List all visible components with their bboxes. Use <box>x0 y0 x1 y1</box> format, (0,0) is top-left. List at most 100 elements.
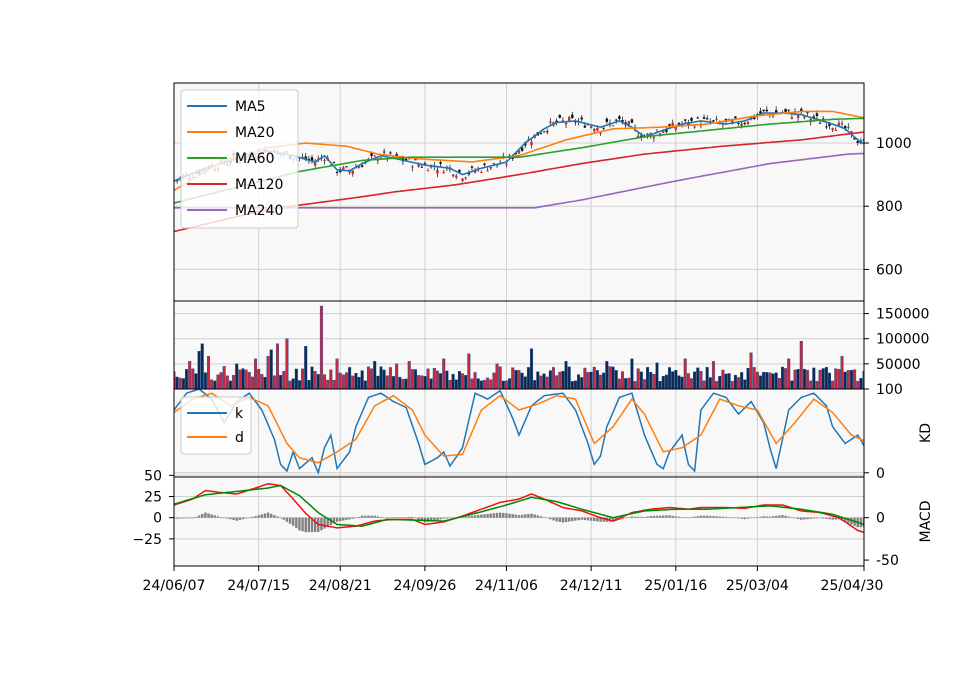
volume-bar <box>241 368 245 389</box>
volume-bar <box>520 372 524 389</box>
macd-histogram-bar <box>229 517 232 520</box>
macd-histogram-bar <box>684 517 687 518</box>
volume-bar <box>341 374 345 389</box>
candle-body <box>317 158 320 160</box>
volume-bar <box>614 370 618 389</box>
macd-histogram-bar <box>762 516 765 518</box>
candle-body <box>332 161 336 163</box>
volume-bar <box>831 380 835 389</box>
volume-bar <box>642 379 646 389</box>
price-y-tick-label: 1000 <box>876 136 912 152</box>
volume-bar <box>677 375 681 389</box>
volume-bar <box>238 369 242 389</box>
macd-histogram-bar <box>207 513 210 518</box>
macd-histogram-bar <box>279 517 282 519</box>
macd-y-tick-label-right: 0 <box>876 511 885 527</box>
volume-bar <box>429 378 433 389</box>
kd-axis-label: KD <box>918 423 934 443</box>
volume-y-tick-label: 50000 <box>876 357 921 373</box>
legend-label-ma20: MA20 <box>235 125 274 141</box>
macd-histogram-bar <box>489 513 492 518</box>
macd-histogram-bar <box>301 517 304 532</box>
candle-body <box>455 175 458 178</box>
volume-bar <box>671 371 675 389</box>
candle-body <box>313 162 317 166</box>
volume-bar <box>784 368 788 389</box>
macd-histogram-bar <box>743 517 747 520</box>
volume-bar <box>859 377 863 389</box>
macd-histogram-bar <box>226 517 229 519</box>
candle-body <box>818 122 822 124</box>
candle-body <box>652 137 656 139</box>
candle-body <box>580 117 583 120</box>
volume-bar <box>586 372 590 389</box>
volume-bar <box>285 338 289 389</box>
candle-body <box>803 115 806 118</box>
candle-body <box>790 117 794 119</box>
volume-bar <box>448 380 452 389</box>
volume-bar <box>564 361 568 389</box>
macd-y-tick-label-left: 50 <box>144 468 162 484</box>
volume-bar <box>316 374 320 389</box>
macd-histogram-bar <box>461 517 464 518</box>
volume-bar <box>649 372 653 389</box>
macd-histogram-bar <box>633 516 637 518</box>
macd-histogram-bar <box>690 517 693 518</box>
volume-bar <box>476 378 480 389</box>
volume-bar <box>250 376 254 389</box>
candle-body <box>690 117 693 121</box>
macd-histogram-bar <box>771 516 775 518</box>
volume-bar <box>542 373 546 389</box>
volume-bar <box>686 373 690 389</box>
x-tick-label: 24/07/15 <box>227 578 290 594</box>
macd-histogram-bar <box>332 517 336 524</box>
candle-body <box>596 127 599 131</box>
volume-bar <box>404 378 408 389</box>
volume-bar <box>533 380 537 389</box>
candle-body <box>414 159 417 161</box>
macd-histogram-bar <box>357 516 361 518</box>
candle-body <box>771 115 775 117</box>
macd-histogram-bar <box>511 514 514 518</box>
macd-histogram-bar <box>201 514 204 518</box>
volume-bar <box>837 369 841 389</box>
volume-bar <box>611 366 615 389</box>
candle-body <box>458 169 461 173</box>
volume-bar <box>526 367 530 389</box>
volume-bar <box>379 366 383 389</box>
macd-histogram-bar <box>589 517 593 521</box>
candle-body <box>561 120 565 122</box>
volume-bar <box>489 379 493 389</box>
macd-histogram-bar <box>342 517 345 521</box>
candle-body <box>301 156 304 158</box>
volume-bar <box>702 380 706 389</box>
macd-histogram-bar <box>712 516 715 518</box>
volume-bar <box>599 374 603 389</box>
volume-bar <box>658 381 662 389</box>
candle-body <box>618 116 621 119</box>
macd-histogram-bar <box>862 517 864 528</box>
volume-bar <box>417 375 421 389</box>
volume-bar <box>420 375 424 389</box>
candle-body <box>520 147 524 151</box>
candle-body <box>636 135 640 138</box>
candle-body <box>436 169 439 174</box>
macd-histogram-bar <box>643 517 646 518</box>
volume-bar <box>680 376 684 389</box>
macd-histogram-bar <box>392 517 395 518</box>
macd-histogram-bar <box>564 517 568 523</box>
candle-body <box>342 167 345 170</box>
volume-bar <box>824 367 828 389</box>
volume-bar <box>398 376 402 389</box>
macd-histogram-bar <box>273 515 276 518</box>
macd-histogram-bar <box>756 517 759 518</box>
volume-bar <box>464 375 468 389</box>
macd-histogram-bar <box>774 515 778 518</box>
macd-histogram-bar <box>765 516 768 518</box>
macd-histogram-bar <box>699 515 703 518</box>
candle-body <box>834 129 837 131</box>
candle-body <box>546 131 549 133</box>
kd-legend-label-k: k <box>235 406 244 422</box>
volume-bar <box>445 370 449 389</box>
macd-histogram-bar <box>796 517 800 519</box>
